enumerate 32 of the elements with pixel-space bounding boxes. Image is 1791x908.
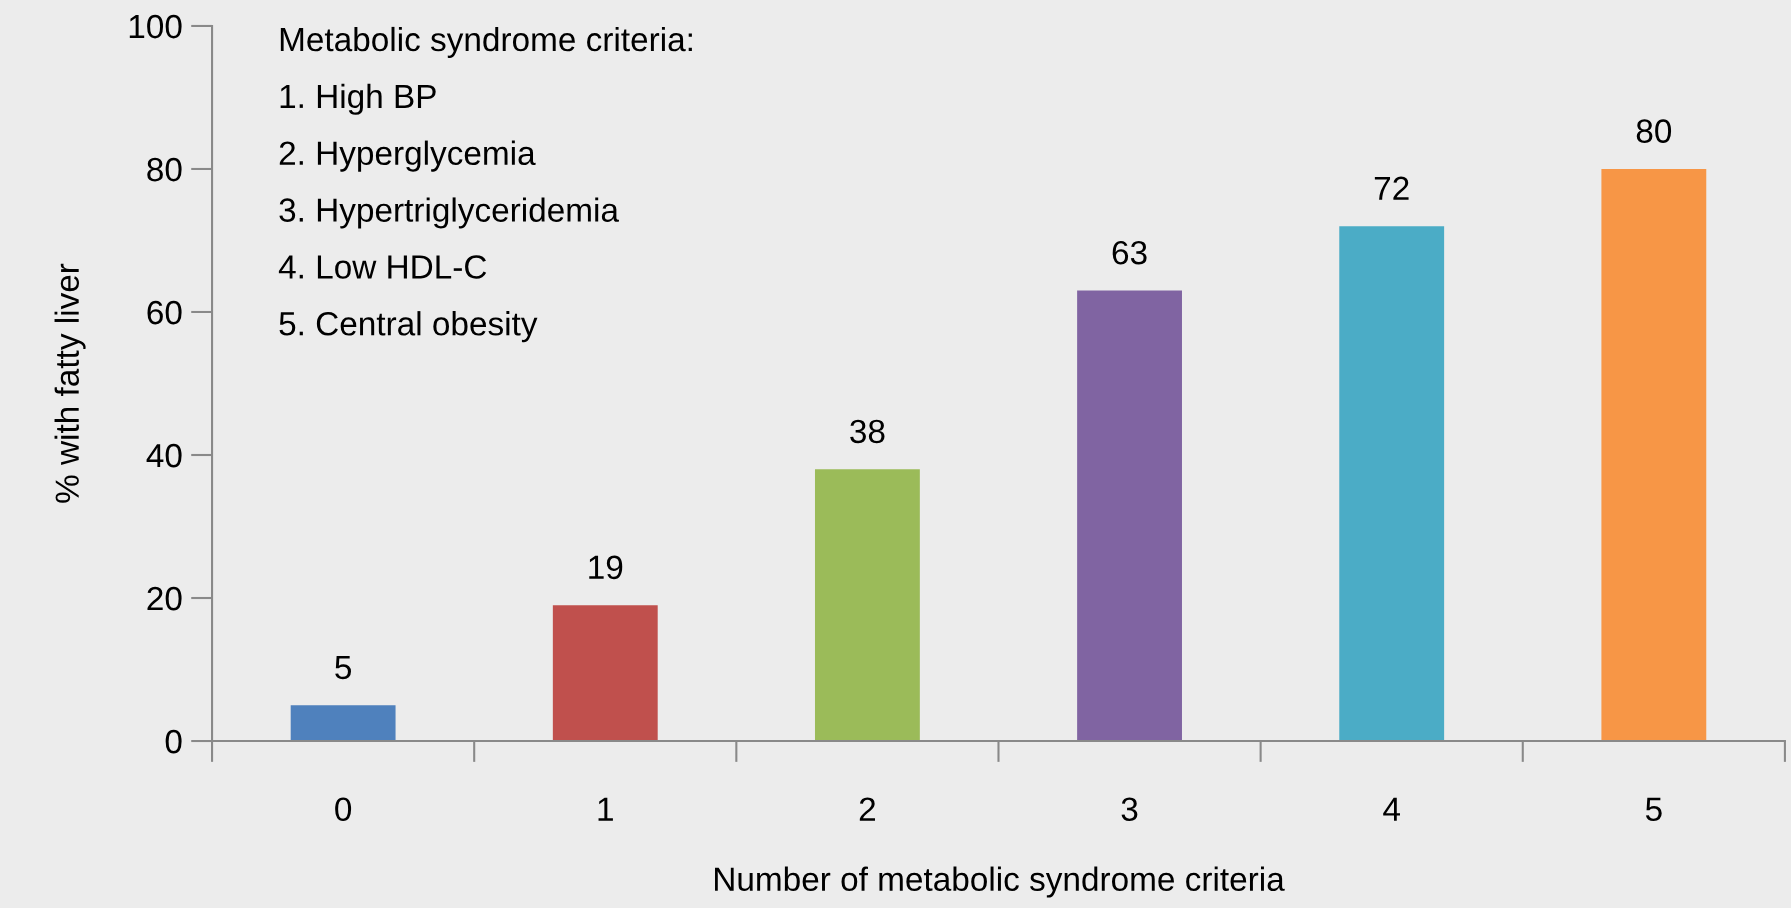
annotation: 5. Central obesity [279, 311, 538, 343]
data-label: 63 [1112, 240, 1147, 265]
data-label: 19 [589, 555, 623, 580]
x-tick-label: 5 [1645, 797, 1662, 822]
x-tick-label: 2 [859, 797, 876, 821]
x-tick-label: 3 [1121, 797, 1138, 822]
y-tick-label: 80 [147, 157, 182, 182]
annotation: 1. High BP [280, 83, 436, 115]
x-tick-label: 0 [335, 797, 352, 822]
annotation: 4. Low HDL-C [278, 255, 487, 279]
data-label: 80 [1636, 119, 1672, 143]
bar [814, 469, 920, 742]
annotation: 2. Hyperglycemia [279, 140, 536, 172]
y-tick-label: 60 [147, 300, 182, 325]
x-tick-label: 1 [598, 797, 613, 821]
x-tick-label: 4 [1383, 797, 1400, 821]
data-label: 38 [850, 419, 885, 444]
y-axis-title: % with fatty liver [54, 263, 86, 503]
bar [1339, 226, 1445, 742]
bar [290, 705, 396, 742]
y-tick-label: 20 [147, 586, 182, 611]
annotation: 3. Hypertriglyceridemia [279, 197, 619, 229]
data-label: 5 [335, 655, 351, 680]
bar [552, 605, 658, 742]
y-tick-label: 0 [165, 729, 182, 754]
annotation: Metabolic syndrome criteria: [280, 26, 692, 58]
y-tick-label: 100 [129, 14, 182, 39]
bar [1077, 290, 1182, 742]
x-axis-title: Number of metabolic syndrome criteria [715, 866, 1285, 898]
y-tick-label: 40 [146, 443, 182, 468]
bar [1601, 168, 1707, 742]
data-label: 72 [1374, 176, 1409, 200]
